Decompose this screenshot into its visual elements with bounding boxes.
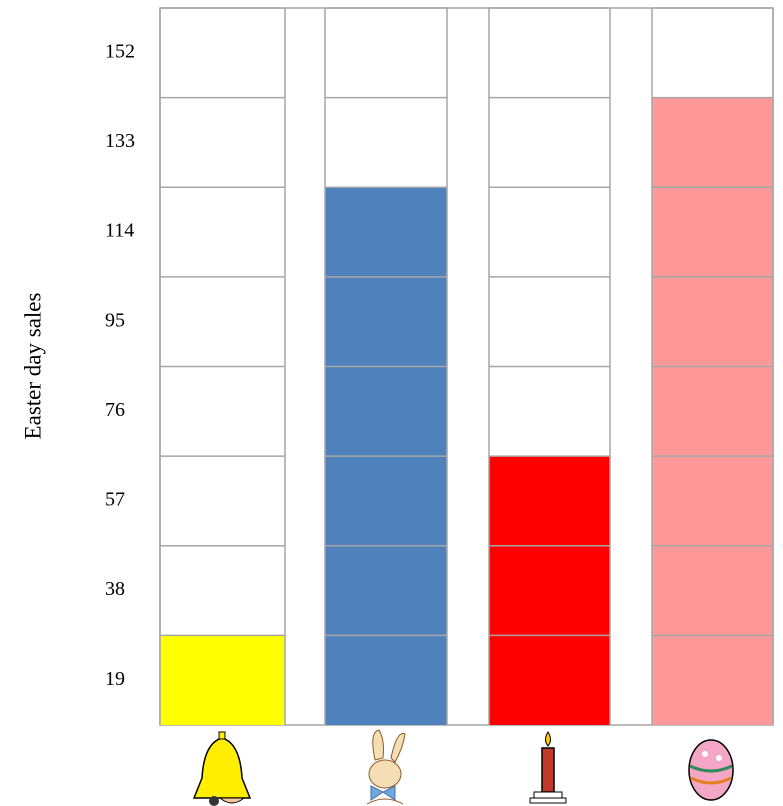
y-tick-label: 95 [105, 309, 125, 331]
grid [159, 7, 774, 725]
y-tick-label: 152 [105, 40, 135, 62]
bar [160, 635, 285, 725]
y-tick-label: 76 [105, 399, 125, 421]
bars [160, 97, 773, 725]
candle-icon [529, 731, 567, 804]
y-axis-label: Easter day sales [20, 293, 45, 440]
bar [652, 97, 773, 725]
bell-icon [192, 731, 252, 806]
egg-icon [688, 739, 734, 801]
bunny-icon [366, 729, 406, 805]
y-tick-label: 133 [105, 130, 135, 152]
y-tick-label: 114 [105, 220, 134, 242]
bar [489, 456, 610, 725]
y-tick-label: 19 [105, 668, 125, 690]
y-tick-label: 57 [105, 489, 125, 511]
y-tick-label: 38 [105, 578, 125, 600]
